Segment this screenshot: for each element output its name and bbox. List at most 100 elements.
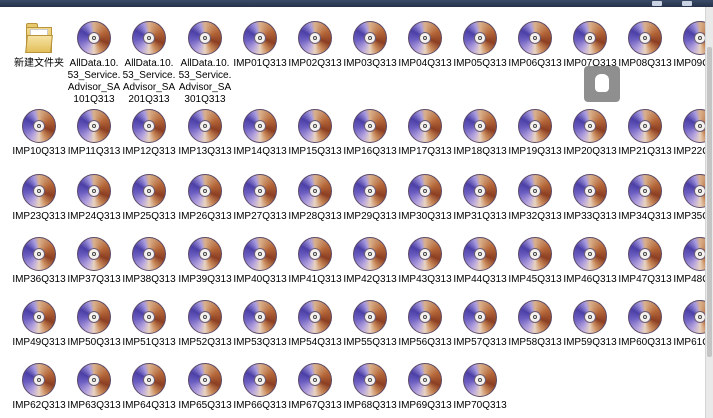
file-item[interactable]: IMP11Q313 — [67, 109, 121, 158]
file-item[interactable]: IMP20Q313 — [563, 109, 617, 158]
file-item[interactable]: IMP54Q313 — [288, 300, 342, 349]
file-item[interactable]: IMP08Q313 — [618, 21, 672, 70]
file-name-label: IMP11Q313 — [67, 146, 121, 157]
file-item[interactable]: IMP24Q313 — [67, 174, 121, 223]
file-item[interactable]: IMP36Q313 — [12, 237, 66, 286]
file-item[interactable]: IMP38Q313 — [122, 237, 176, 286]
file-item[interactable]: IMP02Q313 — [288, 21, 342, 70]
file-item[interactable]: IMP17Q313 — [398, 109, 452, 158]
file-item[interactable]: IMP66Q313 — [233, 363, 287, 412]
file-item[interactable]: IMP39Q313 — [178, 237, 232, 286]
disc-image-icon — [298, 300, 332, 334]
file-item[interactable]: IMP43Q313 — [398, 237, 452, 286]
folder-item[interactable]: 新建文件夹 — [12, 21, 66, 70]
file-item[interactable]: IMP41Q313 — [288, 237, 342, 286]
file-name-label: IMP02Q313 — [288, 58, 342, 69]
disc-image-icon — [408, 237, 442, 271]
file-item[interactable]: IMP45Q313 — [508, 237, 562, 286]
file-name-label: IMP05Q313 — [453, 58, 507, 69]
file-item[interactable]: IMP68Q313 — [343, 363, 397, 412]
file-item[interactable]: IMP64Q313 — [122, 363, 176, 412]
file-item[interactable]: IMP57Q313 — [453, 300, 507, 349]
disc-image-icon — [683, 237, 705, 271]
file-item[interactable]: AllData.10.53_Service.Advisor_SA101Q313 — [67, 21, 121, 106]
file-item[interactable]: IMP50Q313 — [67, 300, 121, 349]
file-item[interactable]: IMP44Q313 — [453, 237, 507, 286]
file-item[interactable]: IMP23Q313 — [12, 174, 66, 223]
file-item[interactable]: IMP15Q313 — [288, 109, 342, 158]
file-item[interactable]: IMP51Q313 — [122, 300, 176, 349]
file-item[interactable]: IMP10Q313 — [12, 109, 66, 158]
file-item[interactable]: IMP30Q313 — [398, 174, 452, 223]
disc-image-icon — [132, 363, 166, 397]
file-item[interactable]: IMP03Q313 — [343, 21, 397, 70]
file-item[interactable]: IMP28Q313 — [288, 174, 342, 223]
file-item[interactable]: AllData.10.53_Service.Advisor_SA201Q313 — [122, 21, 176, 106]
file-item[interactable]: IMP52Q313 — [178, 300, 232, 349]
file-item[interactable]: IMP26Q313 — [178, 174, 232, 223]
file-item[interactable]: IMP53Q313 — [233, 300, 287, 349]
minimize-button[interactable] — [652, 1, 662, 6]
file-item[interactable]: IMP27Q313 — [233, 174, 287, 223]
file-item[interactable]: IMP25Q313 — [122, 174, 176, 223]
file-name-label: AllData.10.53_Service.Advisor_SA201Q313 — [122, 58, 176, 105]
file-item[interactable]: IMP33Q313 — [563, 174, 617, 223]
disc-image-icon — [683, 109, 705, 143]
file-item[interactable]: IMP14Q313 — [233, 109, 287, 158]
file-name-label: IMP47Q313 — [618, 274, 672, 285]
file-item[interactable]: IMP29Q313 — [343, 174, 397, 223]
file-item[interactable]: IMP70Q313 — [453, 363, 507, 412]
file-item[interactable]: IMP40Q313 — [233, 237, 287, 286]
file-item[interactable]: IMP05Q313 — [453, 21, 507, 70]
file-item[interactable]: IMP31Q313 — [453, 174, 507, 223]
file-name-label: IMP44Q313 — [453, 274, 507, 285]
file-item[interactable]: IMP65Q313 — [178, 363, 232, 412]
disc-image-icon — [683, 174, 705, 208]
file-item[interactable]: IMP13Q313 — [178, 109, 232, 158]
file-name-label: IMP07Q313 — [563, 58, 617, 69]
file-item[interactable]: IMP42Q313 — [343, 237, 397, 286]
file-item[interactable]: IMP37Q313 — [67, 237, 121, 286]
file-item[interactable]: IMP67Q313 — [288, 363, 342, 412]
file-name-label: IMP46Q313 — [563, 274, 617, 285]
file-item[interactable]: IMP35Q313 — [673, 174, 705, 223]
file-item[interactable]: IMP21Q313 — [618, 109, 672, 158]
scrollbar-thumb[interactable] — [707, 47, 712, 357]
file-name-label: IMP17Q313 — [398, 146, 452, 157]
file-item[interactable]: IMP47Q313 — [618, 237, 672, 286]
vertical-scrollbar[interactable] — [705, 7, 713, 418]
disc-image-icon — [243, 174, 277, 208]
disc-image-icon — [628, 109, 662, 143]
file-item[interactable]: IMP62Q313 — [12, 363, 66, 412]
disc-image-icon — [683, 21, 705, 55]
file-item[interactable]: IMP06Q313 — [508, 21, 562, 70]
file-item[interactable]: IMP58Q313 — [508, 300, 562, 349]
disc-image-icon — [298, 174, 332, 208]
file-item[interactable]: IMP07Q313 — [563, 21, 617, 70]
file-item[interactable]: IMP59Q313 — [563, 300, 617, 349]
file-item[interactable]: IMP63Q313 — [67, 363, 121, 412]
file-item[interactable]: IMP16Q313 — [343, 109, 397, 158]
file-item[interactable]: IMP22Q313 — [673, 109, 705, 158]
file-item[interactable]: AllData.10.53_Service.Advisor_SA301Q313 — [178, 21, 232, 106]
file-item[interactable]: IMP69Q313 — [398, 363, 452, 412]
file-name-label: IMP53Q313 — [233, 337, 287, 348]
file-item[interactable]: IMP32Q313 — [508, 174, 562, 223]
file-item[interactable]: IMP04Q313 — [398, 21, 452, 70]
file-item[interactable]: IMP46Q313 — [563, 237, 617, 286]
file-item[interactable]: IMP18Q313 — [453, 109, 507, 158]
window-title-bar — [0, 0, 713, 7]
file-item[interactable]: IMP19Q313 — [508, 109, 562, 158]
file-item[interactable]: IMP49Q313 — [12, 300, 66, 349]
file-item[interactable]: IMP48Q313 — [673, 237, 705, 286]
file-item[interactable]: IMP12Q313 — [122, 109, 176, 158]
file-item[interactable]: IMP34Q313 — [618, 174, 672, 223]
file-item[interactable]: IMP61Q313 — [673, 300, 705, 349]
file-item[interactable]: IMP56Q313 — [398, 300, 452, 349]
file-item[interactable]: IMP60Q313 — [618, 300, 672, 349]
file-item[interactable]: IMP01Q313 — [233, 21, 287, 70]
file-item[interactable]: IMP09Q313 — [673, 21, 705, 70]
close-button[interactable] — [682, 1, 692, 6]
file-item[interactable]: IMP55Q313 — [343, 300, 397, 349]
file-name-label: IMP34Q313 — [618, 211, 672, 222]
